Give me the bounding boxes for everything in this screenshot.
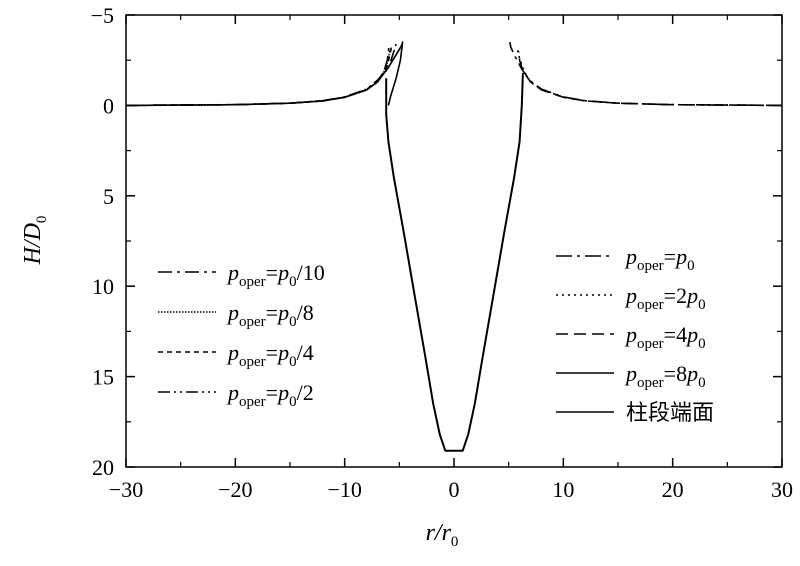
y-tick-label: 5 bbox=[103, 184, 114, 209]
x-tick-label: 20 bbox=[662, 477, 684, 502]
x-tick-labels: −30 −20 −10 0 10 20 30 bbox=[109, 477, 793, 502]
series-line bbox=[125, 47, 390, 107]
y-axis-title: H/D0 bbox=[20, 216, 50, 266]
chart-curves bbox=[125, 41, 783, 452]
x-tick-label: −30 bbox=[109, 477, 143, 502]
y-tick-label: 0 bbox=[103, 93, 114, 118]
legend-label: poper=p0/2 bbox=[226, 380, 314, 410]
series-line bbox=[125, 45, 393, 107]
x-tick-label: 30 bbox=[771, 477, 793, 502]
series-line bbox=[516, 49, 783, 107]
series-line bbox=[125, 41, 404, 107]
y-tick-label: −5 bbox=[91, 3, 114, 28]
x-axis-title: r/r0 bbox=[426, 520, 459, 550]
y-tick-labels: −5 0 5 10 15 20 bbox=[91, 3, 114, 480]
series-line bbox=[517, 51, 783, 107]
legend-label: poper=p0/8 bbox=[226, 300, 314, 330]
x-tick-label: −10 bbox=[327, 477, 361, 502]
legend-label: poper=8p0 bbox=[624, 361, 706, 391]
series-line bbox=[125, 43, 397, 107]
legend-label: poper=p0/10 bbox=[226, 260, 325, 290]
x-tick-label: −20 bbox=[218, 477, 252, 502]
x-tick-label: 0 bbox=[449, 477, 460, 502]
series-line bbox=[385, 72, 524, 452]
legend-label: 柱段端面 bbox=[626, 400, 714, 425]
legend: poper=p0/10 poper=p0/8 poper=p0/4 poper=p0/… bbox=[158, 244, 714, 425]
legend-label: poper=p0 bbox=[624, 244, 695, 274]
series-line bbox=[125, 49, 391, 107]
y-tick-label: 10 bbox=[92, 274, 114, 299]
legend-label: poper=p0/4 bbox=[226, 340, 314, 370]
axis-ticks bbox=[125, 14, 783, 468]
series-line bbox=[509, 41, 783, 107]
legend-label: poper=4p0 bbox=[624, 322, 706, 352]
legend-label: poper=2p0 bbox=[624, 283, 706, 313]
y-tick-label: 15 bbox=[92, 365, 114, 390]
y-tick-label: 20 bbox=[92, 455, 114, 480]
x-tick-label: 10 bbox=[552, 477, 574, 502]
